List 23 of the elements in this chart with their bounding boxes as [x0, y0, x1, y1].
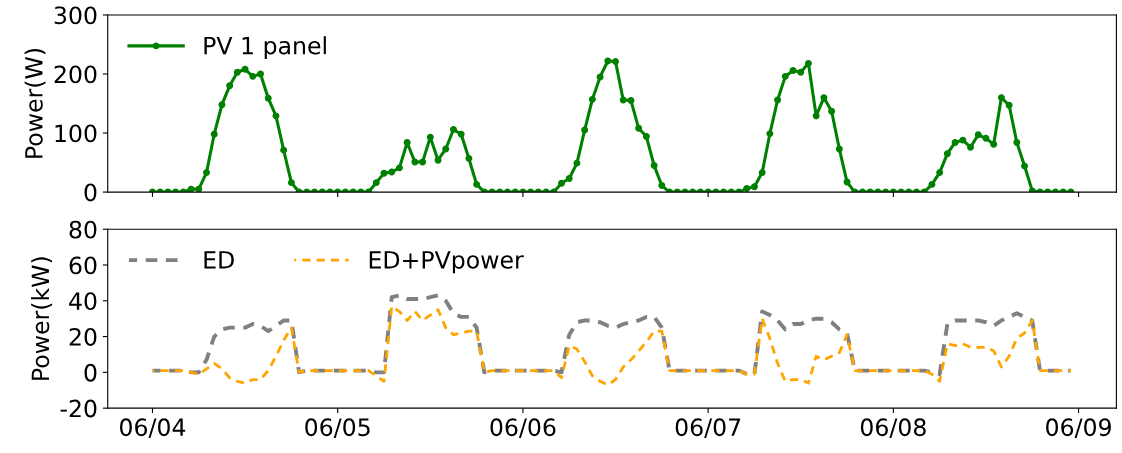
legend-label: PV 1 panel	[204, 36, 326, 60]
y-tick-label: 60	[69, 256, 97, 275]
x-tick-label: 06/08	[860, 418, 926, 439]
line-series	[151, 304, 1073, 387]
y-tick-label: 0	[84, 363, 97, 382]
x-tick-label: 06/06	[490, 418, 556, 439]
y-axis-title: Power(kW)	[31, 257, 53, 380]
line-series	[150, 293, 1073, 377]
y-axis-title: Power(W)	[24, 48, 46, 158]
x-tick-label: 06/09	[1046, 418, 1111, 439]
legend-label: ED+PVpower	[369, 251, 524, 274]
y-tick-label: -20	[60, 399, 97, 418]
y-tick-label: 20	[69, 328, 97, 346]
y-tick-label: 200	[54, 65, 97, 84]
y-tick-label: 100	[55, 124, 97, 143]
y-tick-label: 0	[84, 183, 97, 202]
x-tick-label: 06/05	[305, 418, 370, 439]
legend-label: ED	[204, 251, 234, 269]
x-tick-label: 06/07	[675, 418, 741, 439]
y-tick-label: 40	[69, 292, 97, 311]
x-tick-label: 06/04	[120, 418, 186, 439]
y-tick-label: 80	[69, 220, 97, 239]
y-tick-label: 300	[54, 6, 97, 25]
